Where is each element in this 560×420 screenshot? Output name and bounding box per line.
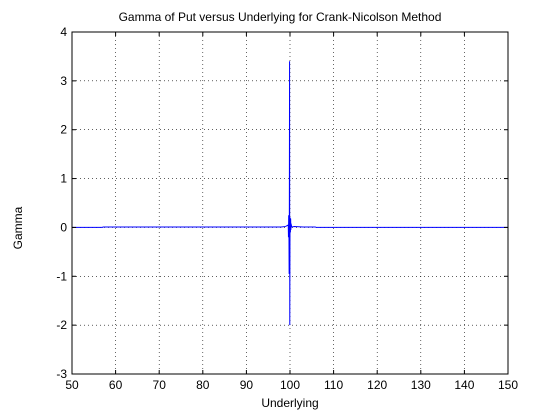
series-line	[72, 61, 508, 326]
y-tick-label: 1	[60, 172, 67, 186]
x-tick-label: 60	[109, 378, 123, 392]
y-tick-label: 2	[60, 123, 67, 137]
chart-title: Gamma of Put versus Underlying for Crank…	[118, 10, 442, 24]
x-tick-label: 70	[153, 378, 167, 392]
x-tick-label: 110	[324, 378, 343, 392]
x-tick-label: 50	[65, 378, 79, 392]
x-tick-label: 120	[367, 378, 387, 392]
y-tick-label: 3	[60, 74, 67, 88]
y-tick-label: -2	[56, 318, 67, 332]
y-tick-label: -1	[56, 269, 67, 283]
y-axis-label: Gamma	[11, 206, 25, 250]
y-tick-label: -3	[56, 367, 67, 381]
x-tick-label: 80	[196, 378, 210, 392]
y-tick-label: 0	[60, 220, 67, 234]
x-axis-label: Underlying	[261, 396, 319, 410]
x-tick-label: 90	[240, 378, 254, 392]
x-tick-label: 140	[454, 378, 474, 392]
y-tick-label: 4	[60, 25, 67, 39]
x-tick-label: 130	[411, 378, 431, 392]
x-tick-label: 100	[280, 378, 300, 392]
x-tick-label: 150	[498, 378, 518, 392]
